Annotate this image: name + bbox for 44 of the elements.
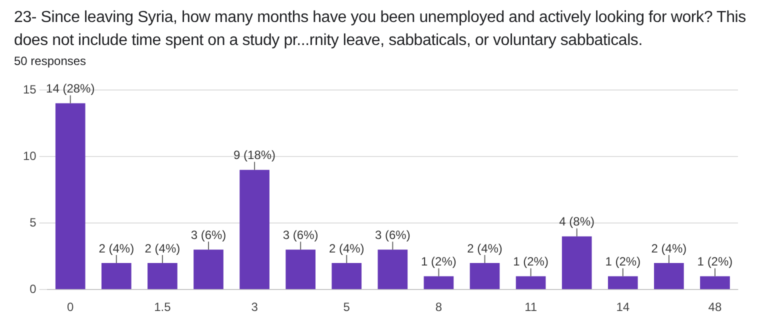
y-tick-label: 5: [30, 215, 37, 230]
data-label: 3 (6%): [190, 228, 226, 242]
x-tick-label: 5: [343, 300, 350, 314]
bar: [424, 276, 454, 290]
data-label: 9 (18%): [234, 148, 276, 162]
x-tick-label: 0: [67, 300, 74, 314]
bar: [470, 262, 500, 290]
data-label: 14 (28%): [46, 82, 95, 96]
data-label: 2 (4%): [144, 241, 180, 256]
y-tick-label: 15: [22, 82, 37, 96]
bar: [654, 262, 684, 290]
data-label: 4 (8%): [559, 214, 595, 229]
bar: [516, 276, 546, 290]
bar: [378, 250, 408, 290]
data-label: 3 (6%): [375, 228, 410, 242]
bar: [562, 236, 592, 290]
data-label: 2 (4%): [98, 241, 134, 256]
bar: [101, 262, 132, 290]
bar: [608, 276, 638, 290]
x-tick-label: 48: [708, 300, 722, 314]
y-tick-label: 10: [22, 148, 37, 163]
x-tick-label: 11: [524, 300, 538, 314]
chart-subtitle: 50 responses: [14, 54, 88, 68]
data-label: 1 (2%): [697, 254, 733, 269]
bar: [240, 170, 270, 290]
x-tick-label: 8: [435, 300, 442, 314]
data-label: 2 (4%): [328, 241, 364, 256]
data-label: 2 (4%): [651, 241, 687, 256]
chart-title: 23- Since leaving Syria, how many months have you been unemployed and actively looking for work? This does not include time spent on a study pr...rnity leave, sabbaticals, or voluntary sabbaticals.: [14, 8, 747, 51]
y-tick-label: 0: [30, 282, 37, 296]
bar: [286, 250, 316, 290]
bar: [194, 250, 224, 290]
bar: [55, 103, 86, 290]
data-label: 1 (2%): [605, 254, 641, 269]
bar: [332, 262, 362, 290]
bar: [148, 262, 178, 290]
data-label: 3 (6%): [282, 228, 318, 242]
x-tick-label: 14: [616, 300, 630, 314]
data-label: 1 (2%): [421, 254, 456, 269]
x-tick-label: 1.5: [154, 300, 172, 314]
data-label: 1 (2%): [513, 254, 548, 269]
x-tick-label: 3: [251, 300, 258, 314]
data-label: 2 (4%): [467, 241, 502, 256]
bar: [700, 276, 730, 290]
